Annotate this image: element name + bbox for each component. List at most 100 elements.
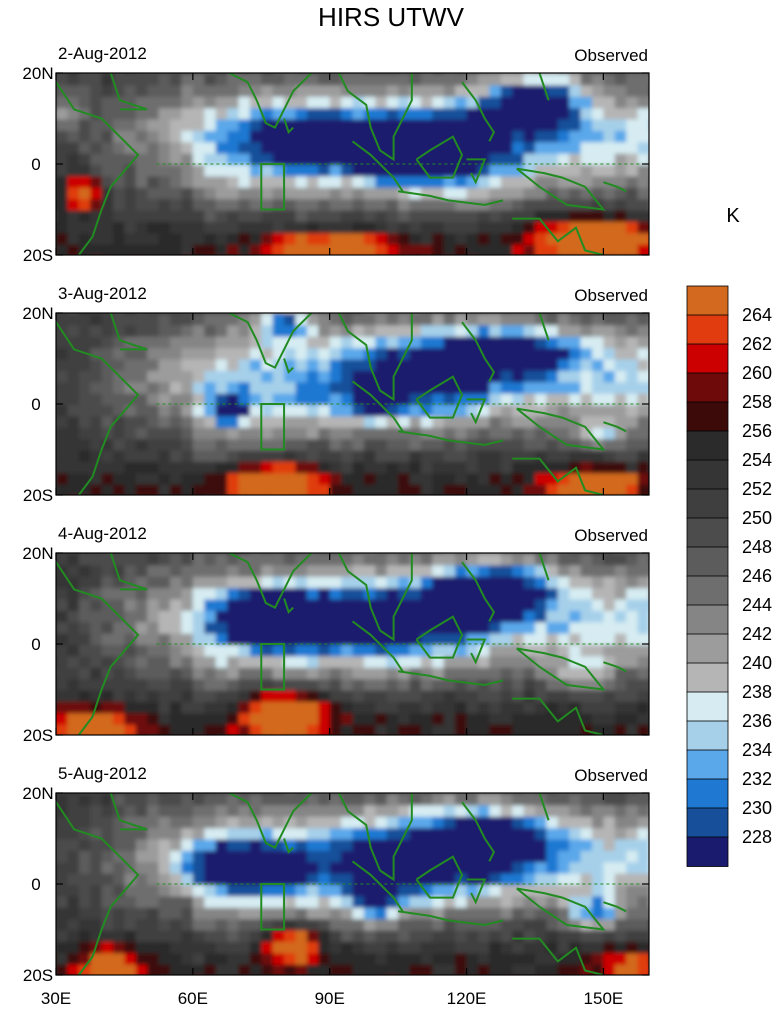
field-cell: [170, 313, 183, 314]
field-cell: [637, 107, 649, 120]
field-cell: [192, 655, 206, 668]
field-cell: [500, 918, 514, 931]
field-cell: [466, 553, 479, 566]
field-cell: [467, 735, 479, 747]
field-cell: [227, 553, 240, 554]
field-cell: [147, 186, 160, 200]
field-cell: [500, 107, 514, 120]
field-cell: [546, 621, 559, 634]
y-tick-label: 0: [31, 155, 40, 174]
field-cell: [386, 186, 400, 200]
field-cell: [477, 95, 491, 109]
field-cell: [420, 815, 434, 829]
field-cell: [603, 335, 616, 349]
field-cell: [306, 84, 320, 97]
field-cell: [432, 472, 445, 485]
field-cell: [386, 118, 400, 131]
field-cell: [272, 609, 286, 623]
coastline: [538, 793, 550, 821]
field-cell: [67, 689, 80, 702]
field-cell: [363, 381, 377, 394]
field-cell: [557, 73, 571, 74]
coastline: [351, 380, 404, 432]
field-cell: [261, 392, 274, 405]
field-cell: [101, 793, 114, 794]
field-cell: [466, 129, 479, 143]
field-cell: [124, 838, 137, 851]
field-cell: [637, 152, 649, 165]
field-cell: [341, 940, 354, 954]
field-cell: [158, 220, 171, 234]
field-cell: [569, 141, 582, 154]
field-cell: [603, 689, 616, 702]
field-cell: [363, 313, 377, 326]
field-cell: [363, 415, 377, 428]
field-cell: [295, 347, 308, 360]
field-cell: [238, 655, 251, 668]
field-cell: [352, 689, 365, 702]
field-cell: [306, 678, 320, 691]
field-cell: [592, 609, 605, 623]
field-cell: [443, 884, 457, 897]
field-cell: [318, 655, 331, 668]
field-cell: [535, 975, 547, 987]
field-cell: [500, 426, 514, 440]
field-cell: [181, 438, 194, 451]
field-cell: [603, 209, 616, 222]
field-cell: [649, 404, 661, 416]
field-cell: [432, 84, 445, 97]
field-cell: [535, 232, 548, 245]
field-cell: [500, 164, 514, 177]
field-cell: [147, 587, 160, 600]
field-cell: [147, 198, 160, 211]
field-cell: [249, 118, 263, 131]
field-cell: [318, 906, 331, 920]
field-cell: [181, 723, 194, 735]
field-cell: [546, 381, 559, 394]
field-cell: [512, 472, 525, 485]
field-cell: [649, 119, 661, 131]
field-cell: [466, 220, 479, 234]
field-cell: [580, 347, 593, 360]
field-cell: [614, 324, 628, 337]
field-cell: [557, 335, 571, 349]
field-cell: [67, 449, 80, 462]
field-cell: [341, 347, 354, 360]
field-cell: [147, 575, 160, 589]
field-cell: [398, 152, 411, 165]
field-cell: [90, 243, 103, 255]
field-cell: [569, 404, 582, 417]
field-cell: [284, 243, 297, 255]
field-cell: [546, 472, 559, 485]
field-cell: [466, 689, 479, 702]
field-cell: [477, 712, 491, 725]
field-cell: [432, 164, 445, 177]
field-cell: [523, 678, 536, 691]
field-cell: [603, 872, 616, 885]
field-cell: [113, 793, 126, 806]
field-cell: [90, 381, 103, 394]
field-cell: [398, 220, 411, 234]
field-cell: [420, 587, 434, 600]
field-cell: [649, 450, 661, 462]
field-cell: [500, 564, 514, 577]
field-cell: [135, 700, 149, 714]
field-cell: [101, 632, 114, 645]
field-cell: [261, 175, 274, 188]
field-cell: [147, 313, 160, 314]
field-cell: [306, 232, 320, 245]
field-cell: [215, 700, 229, 714]
field-cell: [124, 804, 137, 817]
field-cell: [295, 152, 308, 165]
field-cell: [158, 598, 171, 611]
field-cell: [512, 952, 525, 965]
field-cell: [535, 963, 548, 975]
field-cell: [272, 575, 286, 589]
field-cell: [626, 678, 639, 691]
field-cell: [500, 700, 514, 714]
field-cell: [489, 152, 502, 165]
field-cell: [170, 929, 183, 942]
field-cell: [557, 381, 571, 394]
field-cell: [67, 313, 80, 326]
field-cell: [569, 827, 582, 840]
